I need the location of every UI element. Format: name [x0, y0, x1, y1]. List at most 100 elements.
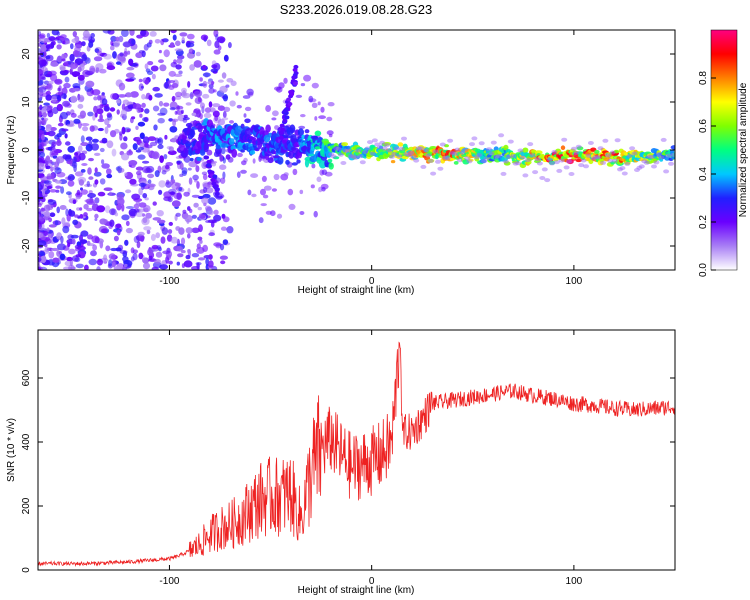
heatmap-cell	[54, 220, 59, 226]
heatmap-cell	[118, 82, 126, 91]
heatmap-cell	[192, 174, 199, 181]
heatmap-cell	[150, 65, 159, 72]
heatmap-cell	[56, 171, 66, 178]
heatmap-cell	[209, 210, 214, 216]
heatmap-cell	[500, 171, 507, 176]
heatmap-cell	[66, 191, 72, 196]
heatmap-cell	[46, 83, 52, 89]
heatmap-cell	[135, 52, 143, 59]
heatmap-cell	[413, 158, 420, 163]
heatmap-cell	[101, 98, 108, 106]
heatmap-cell	[157, 138, 162, 143]
heatmap-cell	[147, 150, 152, 156]
heatmap-cell	[93, 96, 98, 101]
heatmap-cell	[159, 155, 165, 164]
heatmap-cell	[595, 155, 602, 160]
heatmap-cell	[241, 160, 247, 166]
heatmap-cell	[261, 175, 267, 182]
chart-title: S233.2026.019.08.28.G23	[280, 2, 433, 17]
heatmap-cell	[203, 155, 209, 160]
heatmap-cell	[109, 107, 116, 112]
heatmap-cell	[176, 261, 180, 266]
heatmap-cell	[170, 236, 178, 244]
heatmap-cell	[108, 259, 113, 267]
heatmap-cell	[539, 176, 546, 180]
heatmap-cell	[137, 147, 145, 151]
heatmap-cell	[390, 160, 396, 164]
heatmap-cell	[226, 78, 234, 83]
heatmap-cell	[199, 148, 206, 156]
heatmap-cell	[78, 152, 86, 161]
heatmap-cell	[665, 153, 672, 158]
heatmap-cell	[119, 52, 124, 57]
heatmap-cell	[187, 81, 191, 88]
heatmap-cell	[197, 236, 203, 241]
heatmap-cell	[43, 105, 48, 110]
heatmap-cell	[113, 39, 120, 48]
heatmap-cell	[285, 159, 290, 165]
heatmap-cell	[296, 159, 301, 164]
heatmap-cell	[318, 186, 323, 193]
heatmap-cell	[62, 100, 71, 107]
heatmap-cell	[276, 86, 283, 93]
heatmap-cell	[113, 266, 121, 270]
heatmap-cell	[44, 156, 51, 165]
heatmap-cell	[152, 201, 157, 206]
heatmap-cell	[38, 111, 42, 117]
heatmap-cell	[200, 102, 205, 109]
heatmap-cell	[594, 149, 600, 154]
heatmap-cell	[61, 217, 66, 225]
heatmap-cell	[124, 239, 129, 246]
heatmap-cell	[205, 220, 211, 223]
heatmap-cell	[180, 237, 186, 245]
heatmap-cell	[284, 115, 290, 120]
heatmap-cell	[604, 153, 611, 158]
heatmap-cell	[86, 180, 91, 187]
heatmap-cell	[203, 112, 212, 119]
heatmap-cell	[532, 170, 539, 175]
heatmap-cell	[144, 79, 150, 85]
heatmap-cell	[51, 172, 55, 180]
heatmap-cell	[301, 134, 306, 140]
snr-frame	[37, 329, 676, 571]
heatmap-cell	[80, 135, 85, 143]
snr-panel: -100 0 100 0 200 400 600 Height of straight li…	[6, 329, 676, 596]
heatmap-cell	[110, 35, 117, 42]
heatmap-cell	[188, 48, 194, 54]
heatmap-cell	[182, 209, 187, 214]
heatmap-cell	[196, 156, 202, 162]
heatmap-cell	[147, 61, 154, 66]
heatmap-cell	[270, 210, 276, 217]
heatmap-cell	[125, 206, 134, 209]
heatmap-cell	[38, 52, 41, 60]
heatmap-cell	[157, 112, 166, 116]
heatmap-cell	[38, 43, 42, 47]
heatmap-cell	[38, 251, 45, 257]
heatmap-cell	[151, 151, 160, 160]
heatmap-cell	[175, 91, 183, 98]
heatmap-cell	[47, 185, 53, 190]
heatmap-cell	[91, 143, 99, 151]
heatmap-cell	[570, 146, 577, 151]
heatmap-cell	[495, 154, 502, 158]
heatmap-cell	[54, 161, 60, 168]
heatmap-cell	[222, 171, 226, 180]
heatmap-cell	[308, 95, 314, 103]
heatmap-cell	[563, 165, 570, 170]
heatmap-cell	[221, 72, 227, 79]
heatmap-cell	[171, 118, 179, 123]
snr-series-line	[38, 341, 675, 567]
heatmap-cell	[220, 177, 226, 184]
heatmap-cell	[181, 36, 185, 43]
heatmap-cell	[96, 258, 103, 266]
heatmap-cell	[213, 242, 222, 247]
heatmap-cell	[398, 146, 405, 151]
heatmap-cell	[313, 210, 318, 218]
heatmap-cell	[237, 152, 243, 158]
heatmap-cell	[62, 54, 68, 59]
heatmap-cell	[217, 79, 224, 83]
heatmap-cell	[298, 125, 306, 130]
heatmap-cell	[73, 87, 81, 92]
heatmap-cell	[69, 53, 75, 62]
heatmap-cell	[122, 41, 132, 48]
